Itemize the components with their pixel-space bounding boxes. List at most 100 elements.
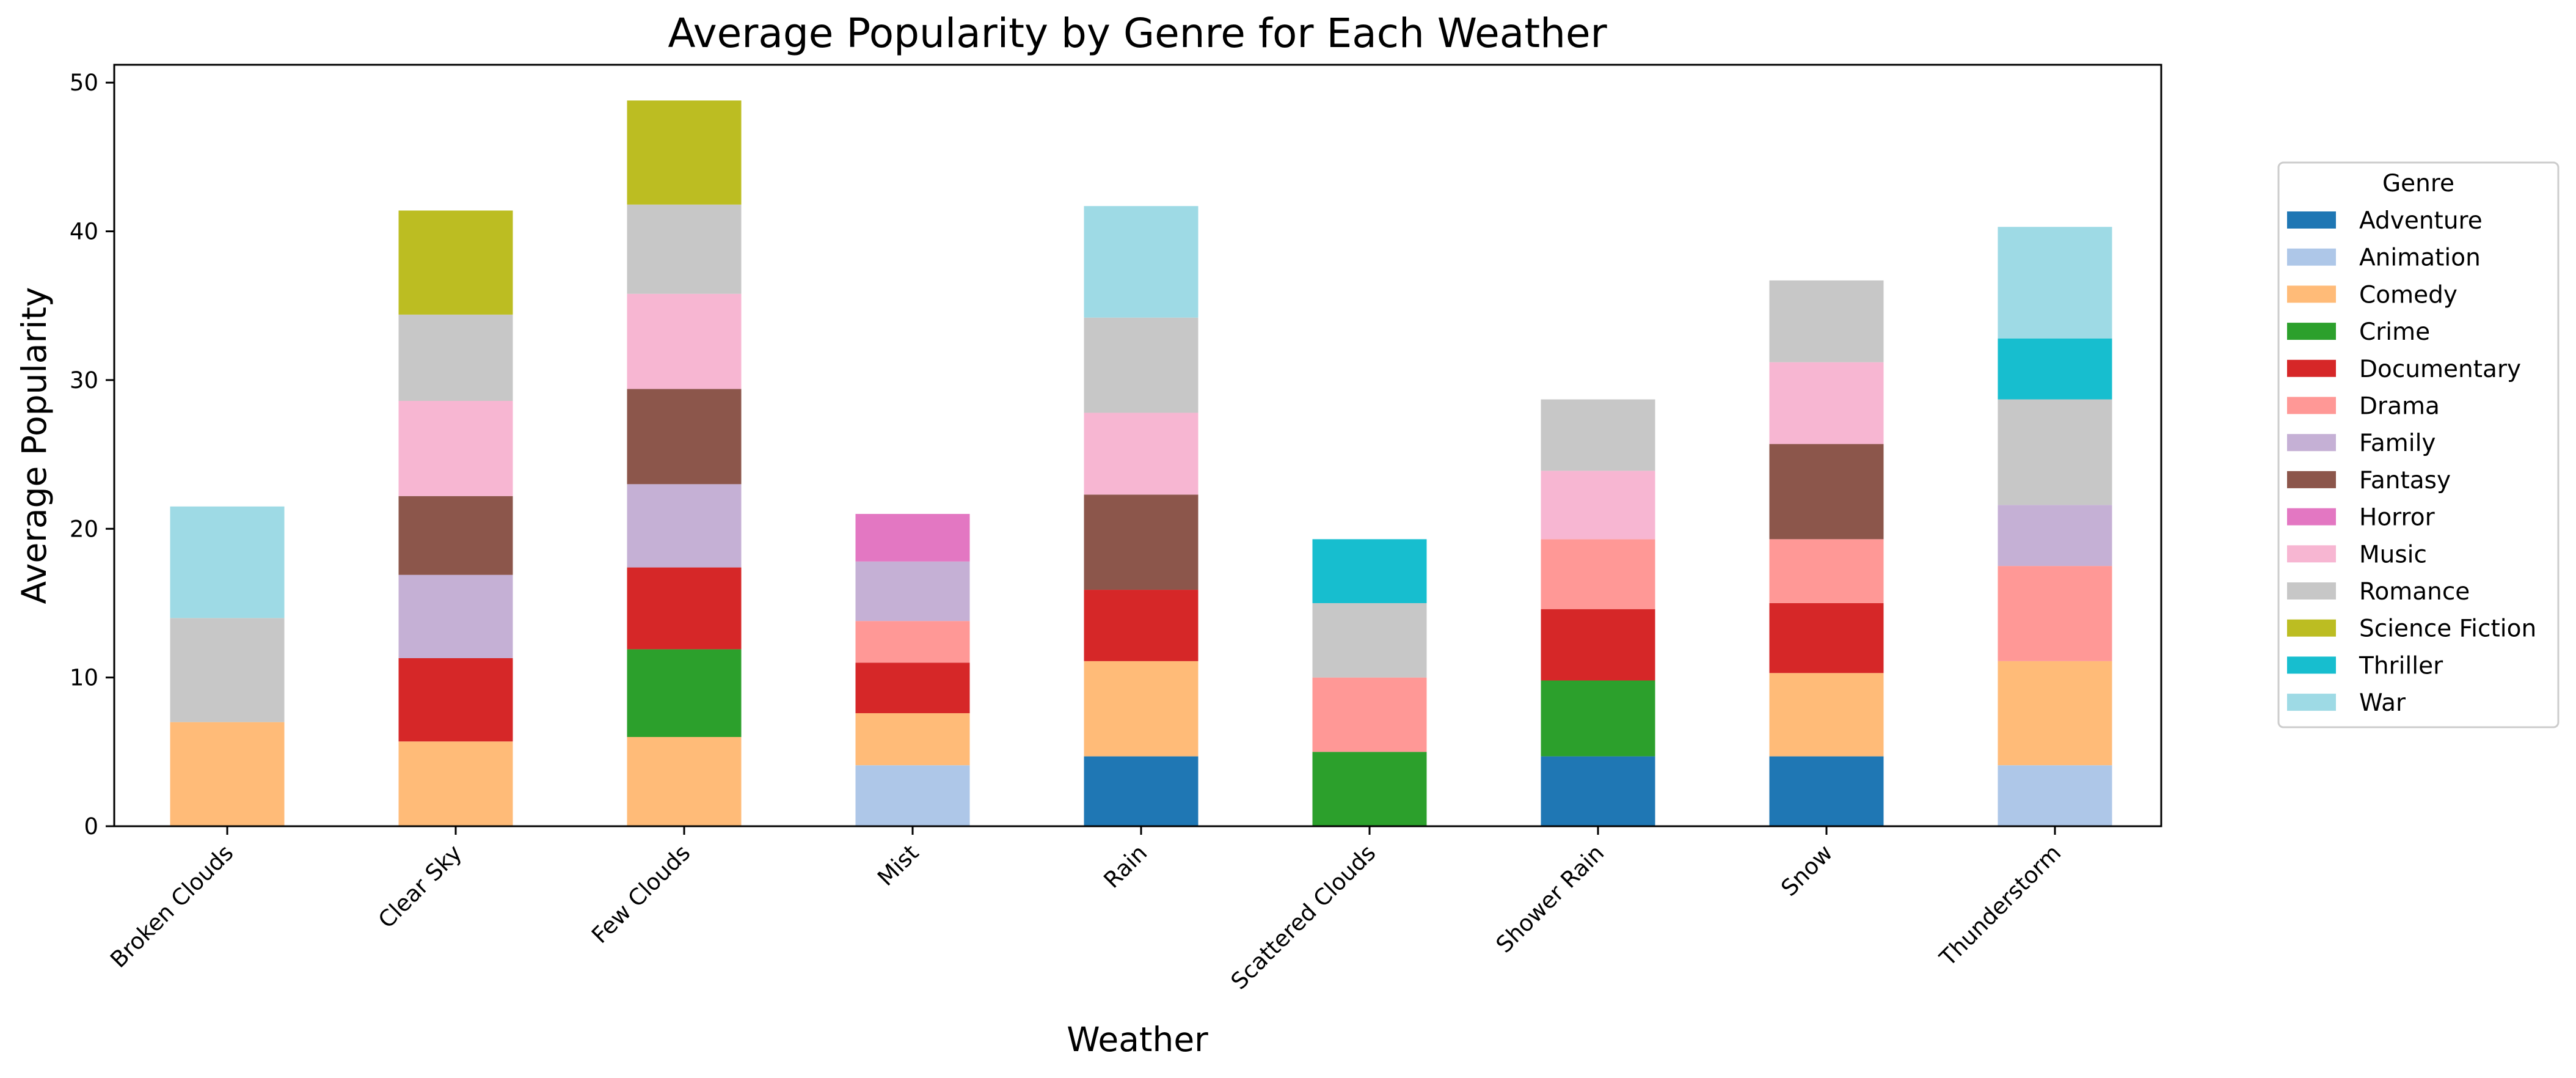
x-tick-label-scattered-clouds: Scattered Clouds (1226, 840, 1381, 995)
bar-broken-clouds-romance (170, 618, 285, 722)
bars-group (170, 100, 2112, 826)
legend-label-documentary: Documentary (2359, 356, 2521, 383)
legend-label-adventure: Adventure (2359, 207, 2483, 235)
legend-swatch-war (2287, 694, 2336, 711)
y-tick-label: 0 (84, 813, 98, 840)
legend-swatch-horror (2287, 508, 2336, 526)
x-axis-title: Weather (1067, 1020, 1208, 1059)
legend-label-animation: Animation (2359, 244, 2481, 272)
bar-mist-animation (855, 765, 970, 826)
x-tick-label-rain: Rain (1098, 840, 1152, 893)
bar-thunderstorm-romance (1998, 399, 2112, 505)
x-tick-label-few-clouds: Few Clouds (586, 840, 695, 948)
bar-thunderstorm-thriller (1998, 338, 2112, 400)
bar-rain-adventure (1084, 756, 1199, 826)
bar-shower-rain-drama (1541, 539, 1655, 609)
x-tick-label-snow: Snow (1776, 840, 1837, 901)
legend-swatch-music (2287, 545, 2336, 563)
x-tick-label-clear-sky: Clear Sky (373, 840, 467, 933)
bar-rain-documentary (1084, 590, 1199, 661)
bar-shower-rain-crime (1541, 680, 1655, 757)
bar-snow-comedy (1769, 673, 1884, 757)
bar-clear-sky-family (398, 574, 513, 659)
chart-title: Average Popularity by Genre for Each Wea… (668, 10, 1607, 57)
bar-clear-sky-fantasy (398, 496, 513, 575)
bar-snow-documentary (1769, 603, 1884, 673)
bar-clear-sky-music (398, 400, 513, 496)
legend-swatch-fantasy (2287, 471, 2336, 488)
bar-snow-romance (1769, 280, 1884, 362)
legend-label-fantasy: Fantasy (2359, 467, 2451, 494)
bar-shower-rain-adventure (1541, 756, 1655, 826)
bar-mist-documentary (855, 662, 970, 714)
legend-swatch-crime (2287, 323, 2336, 340)
x-tick-label-shower-rain: Shower Rain (1491, 840, 1610, 958)
bar-few-clouds-comedy (627, 736, 742, 826)
bar-few-clouds-science-fiction (627, 100, 742, 205)
bar-snow-music (1769, 362, 1884, 444)
y-axis-ticks: 0 10 20 30 40 50 (70, 70, 114, 840)
bar-thunderstorm-animation (1998, 765, 2112, 826)
legend-swatch-drama (2287, 397, 2336, 414)
bar-rain-war (1084, 206, 1199, 318)
bar-thunderstorm-comedy (1998, 661, 2112, 766)
bar-thunderstorm-family (1998, 505, 2112, 566)
legend-swatch-documentary (2287, 359, 2336, 377)
bar-mist-drama (855, 621, 970, 663)
legend-swatch-adventure (2287, 211, 2336, 229)
legend-swatch-science-fiction (2287, 619, 2336, 637)
legend-items: Adventure Animation Comedy Crime Documentary… (2287, 207, 2536, 717)
y-tick-label: 10 (70, 665, 98, 691)
legend-swatch-romance (2287, 582, 2336, 600)
bar-shower-rain-documentary (1541, 609, 1655, 681)
bar-few-clouds-romance (627, 204, 742, 294)
x-tick-label-broken-clouds: Broken Clouds (105, 840, 238, 973)
bar-rain-romance (1084, 317, 1199, 413)
bar-broken-clouds-war (170, 506, 285, 618)
bar-few-clouds-crime (627, 649, 742, 737)
bar-rain-music (1084, 413, 1199, 495)
x-tick-label-thunderstorm: Thunderstorm (1934, 840, 2066, 972)
legend-label-horror: Horror (2359, 504, 2436, 532)
y-axis-title: Average Popularity (15, 287, 54, 604)
bar-scattered-clouds-thriller (1312, 539, 1427, 603)
bar-thunderstorm-drama (1998, 566, 2112, 661)
bar-few-clouds-documentary (627, 567, 742, 650)
legend-swatch-animation (2287, 248, 2336, 266)
bar-broken-clouds-comedy (170, 722, 285, 826)
legend-swatch-thriller (2287, 656, 2336, 674)
plot-frame (113, 64, 2162, 827)
legend-label-music: Music (2359, 541, 2427, 568)
y-tick-label: 20 (70, 516, 98, 542)
bar-clear-sky-science-fiction (398, 210, 513, 315)
x-axis-ticks: Broken Clouds Clear Sky Few Clouds Mist Rain… (105, 826, 2066, 995)
bar-few-clouds-music (627, 293, 742, 389)
y-tick-label: 50 (70, 70, 98, 96)
bar-thunderstorm-war (1998, 227, 2112, 339)
legend-label-comedy: Comedy (2359, 281, 2457, 309)
bar-snow-fantasy (1769, 444, 1884, 540)
legend-label-war: War (2359, 689, 2406, 717)
bar-mist-comedy (855, 713, 970, 766)
bar-few-clouds-fantasy (627, 389, 742, 485)
bar-mist-family (855, 561, 970, 622)
bar-mist-horror (855, 513, 970, 562)
legend-label-romance: Romance (2359, 578, 2470, 606)
bar-rain-fantasy (1084, 494, 1199, 590)
bar-scattered-clouds-drama (1312, 677, 1427, 752)
bar-rain-comedy (1084, 661, 1199, 757)
bar-shower-rain-music (1541, 471, 1655, 540)
y-tick-label: 30 (70, 367, 98, 394)
legend-label-crime: Crime (2359, 318, 2430, 346)
legend-label-thriller: Thriller (2359, 652, 2443, 680)
legend-swatch-family (2287, 434, 2336, 452)
bar-scattered-clouds-romance (1312, 603, 1427, 678)
legend-label-drama: Drama (2359, 393, 2440, 420)
legend-label-family: Family (2359, 430, 2436, 457)
bar-few-clouds-family (627, 484, 742, 568)
legend-title: Genre (2382, 170, 2454, 197)
y-tick-label: 40 (70, 219, 98, 245)
x-tick-label-mist: Mist (872, 840, 924, 891)
legend-label-science-fiction: Science Fiction (2359, 615, 2536, 643)
